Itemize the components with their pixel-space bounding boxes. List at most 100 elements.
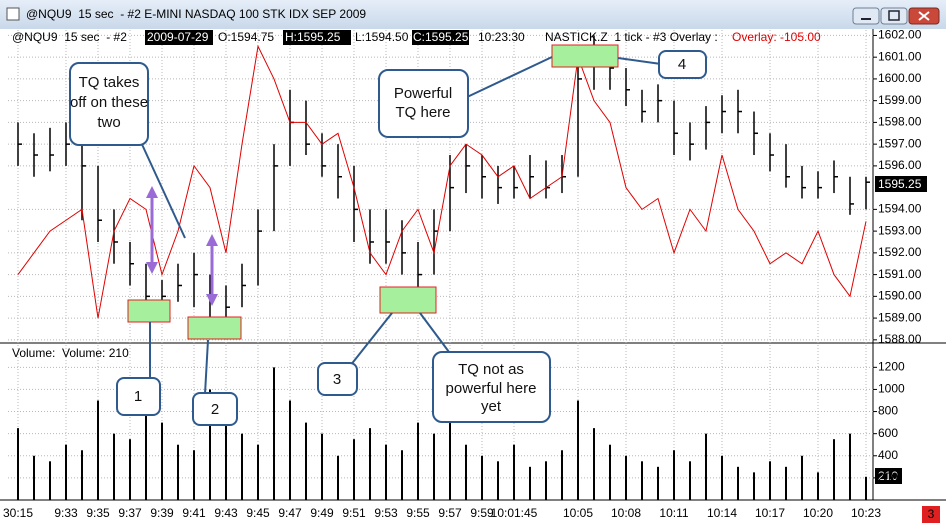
y-tick-label: 1598.00 <box>878 115 922 129</box>
close-highlight <box>412 30 469 45</box>
header-close: C:1595.25 <box>413 30 469 44</box>
highlight-box <box>127 299 171 323</box>
callout <box>192 392 238 426</box>
y-tick-label: 1602.00 <box>878 28 922 42</box>
y-tick-label: 1596.00 <box>878 158 922 172</box>
callout-text: TQ not as <box>458 361 524 378</box>
x-tick-label: 10:01:45 <box>491 506 538 520</box>
volume-title: Volume: Volume: 210 <box>12 346 129 360</box>
x-tick-label: 9:57 <box>438 506 462 520</box>
overlay-name: NASTICK.Z 1 tick - #3 Overlay : <box>545 30 718 44</box>
y-tick-label: 1593.00 <box>878 223 922 237</box>
high-highlight <box>283 30 351 45</box>
callout-pointer <box>139 139 186 239</box>
callout <box>378 69 469 138</box>
x-tick-label: 10:05 <box>563 506 593 520</box>
y-tick-label: 800 <box>878 404 898 418</box>
x-tick-label: 9:45 <box>246 506 270 520</box>
callout-text: Powerful <box>394 85 452 102</box>
header-open: O:1594.75 <box>218 30 274 44</box>
date-highlight <box>145 30 213 45</box>
app-icon <box>6 7 20 21</box>
title-bar <box>0 0 946 29</box>
highlight-box <box>379 286 437 314</box>
x-tick-label: 9:37 <box>118 506 142 520</box>
x-tick-label: 9:47 <box>278 506 302 520</box>
x-tick-label: 9:43 <box>214 506 238 520</box>
y-tick-label: 1601.00 <box>878 49 922 63</box>
x-tick-label: 9:53 <box>374 506 398 520</box>
maximize-button[interactable] <box>880 7 908 25</box>
callout-text: two <box>97 114 120 131</box>
status-badge-text: 3 <box>928 507 935 521</box>
x-tick-label: 9:41 <box>182 506 206 520</box>
y-tick-label: 400 <box>878 448 898 462</box>
x-tick-label: 9:59 <box>470 506 494 520</box>
header-time: 10:23:30 <box>478 30 525 44</box>
status-badge <box>922 506 940 523</box>
callout-text: off on these <box>70 94 148 111</box>
x-tick-label: 10:14 <box>707 506 737 520</box>
x-tick-label: 10:17 <box>755 506 785 520</box>
y-tick-label: 1594.00 <box>878 202 922 216</box>
callout-text: TQ here <box>395 104 450 121</box>
header-date: 2009-07-29 <box>147 30 209 44</box>
x-tick-label: 9:49 <box>310 506 334 520</box>
last-volume-label: 210 <box>878 469 898 483</box>
window-title: @NQU9 15 sec - #2 E-MINI NASDAQ 100 STK … <box>26 7 366 21</box>
x-tick-label: 9:35 <box>86 506 110 520</box>
x-tick-label: 9:39 <box>150 506 174 520</box>
callout <box>116 377 161 416</box>
callout-pointer <box>617 57 662 65</box>
callout <box>69 62 149 146</box>
callout-text: 1 <box>134 388 142 405</box>
x-tick-label: 9:51 <box>342 506 366 520</box>
callout-pointer <box>464 56 553 99</box>
highlight-box <box>551 44 619 68</box>
x-tick-label: 30:15 <box>3 506 33 520</box>
callout-pointer <box>349 312 393 367</box>
y-tick-label: 1599.00 <box>878 93 922 107</box>
close-icon <box>918 11 930 21</box>
callout-text: powerful here <box>446 380 537 397</box>
y-tick-label: 1200 <box>878 359 905 373</box>
callout <box>317 362 358 396</box>
callout-text: 2 <box>211 401 219 418</box>
y-tick-label: 1592.00 <box>878 245 922 259</box>
y-tick-label: 1589.00 <box>878 310 922 324</box>
y-tick-label: 1597.00 <box>878 136 922 150</box>
y-tick-label: 1590.00 <box>878 289 922 303</box>
y-tick-label: 1600.00 <box>878 71 922 85</box>
callout <box>658 50 707 79</box>
last-price-box <box>875 176 927 192</box>
highlight-box <box>187 316 242 340</box>
callout-text: 3 <box>333 371 341 388</box>
callout <box>432 351 551 423</box>
callout-text: TQ takes <box>79 74 140 91</box>
header-low: L:1594.50 <box>355 30 409 44</box>
x-tick-label: 9:55 <box>406 506 430 520</box>
y-tick-label: 1588.00 <box>878 332 922 346</box>
y-tick-label: 1000 <box>878 382 905 396</box>
x-tick-label: 9:33 <box>54 506 78 520</box>
y-tick-label: 600 <box>878 426 898 440</box>
callout-text: yet <box>481 398 502 415</box>
callout-pointer <box>419 312 453 357</box>
overlay-value: Overlay: -105.00 <box>732 30 821 44</box>
y-tick-label: 200 <box>878 470 898 484</box>
marks <box>17 35 870 500</box>
minimize-button[interactable] <box>852 7 880 25</box>
maximize-icon <box>888 10 900 21</box>
callout-pointer <box>204 339 209 395</box>
last-volume-box <box>875 468 902 484</box>
x-tick-label: 10:23 <box>851 506 881 520</box>
overlay-line <box>17 44 867 319</box>
x-tick-label: 10:08 <box>611 506 641 520</box>
x-tick-label: 10:11 <box>659 506 688 520</box>
header-high: H:1595.25 <box>285 30 341 44</box>
y-tick-label: 1591.00 <box>878 267 922 281</box>
x-tick-label: 10:20 <box>803 506 833 520</box>
callout-text: 4 <box>678 56 686 73</box>
last-price-label: 1595.25 <box>878 177 922 191</box>
